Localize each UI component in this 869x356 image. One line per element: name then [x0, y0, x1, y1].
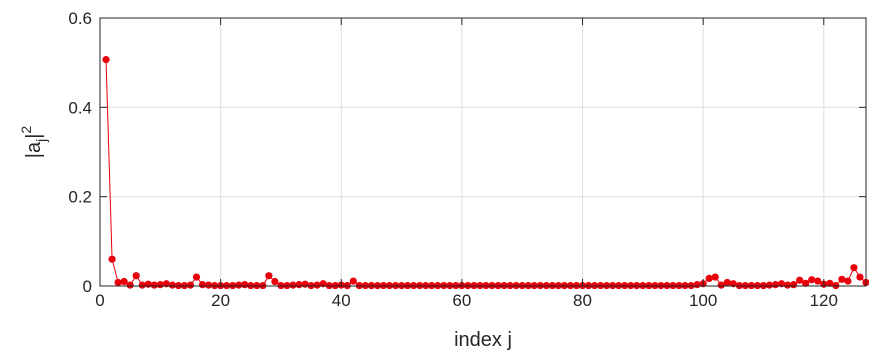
data-point	[241, 281, 249, 289]
data-point	[790, 281, 798, 289]
x-tick-label: 120	[810, 291, 838, 310]
y-tick-label: 0.6	[68, 9, 92, 28]
series-line	[105, 59, 867, 287]
x-tick-label: 0	[95, 291, 104, 310]
data-point	[192, 273, 201, 281]
data-point	[120, 277, 128, 286]
data-point	[271, 277, 279, 286]
data-point	[723, 278, 731, 287]
data-point	[814, 277, 822, 285]
y-tick-labels: 0 0.2 0.4 0.6	[68, 9, 92, 296]
x-tick-label: 80	[573, 291, 592, 310]
x-tick-label: 100	[689, 291, 717, 310]
data-point	[204, 281, 213, 289]
axes	[99, 17, 867, 287]
data-point	[349, 277, 357, 285]
data-point	[711, 273, 719, 281]
data-point	[705, 274, 713, 283]
x-tick-labels: 0 20 40 60 80 100 120	[95, 291, 838, 310]
data-point	[301, 280, 309, 288]
y-tick-label: 0.2	[68, 188, 92, 207]
data-point	[132, 272, 140, 280]
x-tick-label: 60	[452, 291, 471, 310]
data-point	[717, 281, 725, 289]
data-point	[186, 281, 195, 289]
data-point	[313, 281, 321, 289]
data-point	[850, 264, 858, 272]
x-tick-label: 40	[332, 291, 351, 310]
data-point	[856, 273, 864, 281]
x-axis-label: index j	[454, 329, 512, 351]
data-point	[796, 276, 804, 284]
data-point	[826, 279, 834, 287]
data-point	[289, 281, 297, 289]
data-point	[808, 276, 816, 284]
data-point	[771, 281, 780, 289]
data-point	[844, 277, 852, 285]
y-tick-label: 0	[83, 277, 92, 296]
data-point	[265, 272, 273, 280]
data-point	[693, 281, 701, 289]
data-point	[144, 280, 152, 288]
data-point	[168, 281, 176, 289]
data-point	[150, 281, 158, 289]
data-point	[802, 279, 810, 287]
data-point	[156, 281, 164, 289]
data-point	[235, 281, 243, 289]
y-axis-label: |aj|2	[18, 126, 49, 159]
data-point	[114, 278, 122, 287]
data-point	[126, 281, 134, 289]
data-point	[765, 281, 774, 289]
grid	[100, 17, 866, 286]
data-point	[783, 281, 792, 289]
series-line-group	[105, 59, 867, 287]
data-point	[138, 281, 146, 289]
series-points-group	[102, 55, 869, 290]
data-point	[108, 255, 116, 263]
x-tick-label: 20	[211, 291, 230, 310]
plot-frame	[99, 17, 867, 287]
data-point	[102, 55, 110, 64]
data-point	[838, 275, 846, 283]
y-tick-label: 0.4	[68, 98, 92, 117]
